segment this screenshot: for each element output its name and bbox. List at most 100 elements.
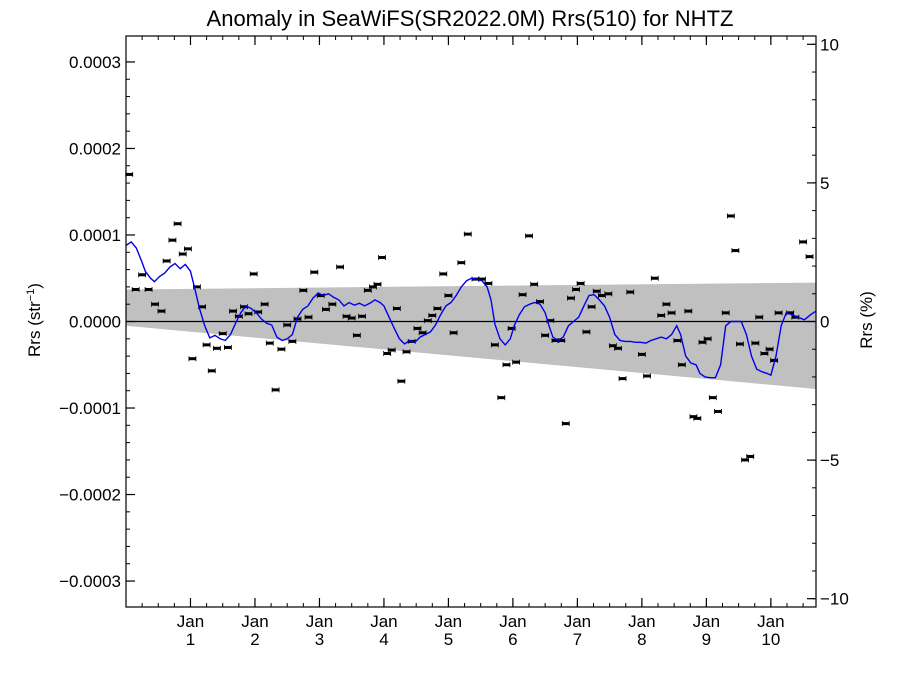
data-point [512, 359, 521, 365]
data-point [587, 304, 596, 310]
data-point [530, 281, 539, 287]
y-axis-right-label: Rrs (%) [857, 291, 876, 349]
y-axis-left-label-end: ) [25, 283, 44, 289]
data-point [428, 312, 437, 318]
band-polygon [126, 282, 816, 389]
x-tick-label-year: 3 [315, 630, 324, 649]
data-point [310, 269, 319, 275]
right-tick-label: 0 [820, 313, 829, 332]
data-point [387, 347, 396, 353]
data-point [650, 275, 659, 281]
data-point [755, 314, 764, 320]
data-point [213, 345, 221, 351]
left-tick-label: 0.0003 [69, 53, 121, 72]
data-point [770, 357, 778, 363]
chart-title: Anomaly in SeaWiFS(SR2022.0M) Rrs(510) f… [207, 6, 734, 31]
data-point [657, 312, 666, 318]
data-points [125, 171, 814, 463]
data-point [328, 301, 337, 307]
data-point [736, 341, 744, 347]
data-point [249, 271, 258, 277]
data-point [162, 258, 171, 264]
data-point [643, 373, 651, 379]
left-tick-label: 0.0000 [69, 313, 121, 332]
data-point [392, 306, 401, 312]
data-point [662, 301, 671, 307]
data-point [449, 330, 458, 336]
data-point [229, 308, 237, 314]
data-point [244, 311, 253, 317]
data-point [677, 362, 686, 368]
smoothed-series-line [125, 240, 817, 379]
data-point [604, 291, 613, 297]
x-tick-label-year: 7 [573, 630, 582, 649]
data-point [188, 356, 197, 362]
x-tick-label-month: Jan [499, 612, 526, 631]
data-point [614, 345, 622, 351]
left-tick-label: 0.0002 [69, 139, 121, 158]
data-point [741, 457, 749, 463]
x-tick-label-year: 9 [702, 630, 711, 649]
data-point [358, 313, 366, 319]
data-point [703, 336, 712, 342]
x-tick-label-year: 8 [637, 630, 646, 649]
x-tick-label-year: 6 [508, 630, 517, 649]
x-tick-label-month: Jan [693, 612, 720, 631]
data-point [184, 246, 192, 252]
data-point [525, 233, 533, 239]
data-point [497, 395, 506, 401]
data-point [592, 288, 601, 294]
data-point [805, 254, 814, 260]
data-point [698, 339, 707, 345]
data-point [618, 376, 627, 382]
data-point [131, 286, 140, 292]
x-tick-label-month: Jan [370, 612, 397, 631]
left-tick-label: −0.0001 [59, 399, 121, 418]
data-point [260, 301, 269, 307]
x-tick-label-year: 1 [186, 630, 195, 649]
y-axis-left-label-sup: −1 [25, 289, 37, 302]
data-point [363, 287, 372, 293]
data-point [572, 286, 581, 292]
data-point [383, 351, 392, 357]
data-point [667, 310, 676, 316]
data-point [673, 338, 682, 344]
data-point [151, 301, 159, 307]
data-point [626, 289, 635, 295]
data-point [378, 254, 386, 260]
data-point [490, 342, 499, 348]
data-point [299, 287, 308, 293]
data-point [277, 346, 286, 352]
data-point [402, 349, 411, 355]
data-point [352, 332, 361, 338]
x-tick-label-month: Jan [241, 612, 268, 631]
data-point [439, 271, 448, 277]
data-point [463, 231, 472, 237]
y-axis-left-label: Rrs (str−1) [25, 283, 44, 357]
data-point [760, 351, 769, 357]
data-point [218, 331, 227, 337]
x-tick-label-year: 5 [444, 630, 453, 649]
data-point [157, 308, 166, 314]
y-axis-left-label-base: Rrs (str [25, 301, 44, 357]
axes: 0.0003 0.0002 0.0001 0.0000 −0.0001 −0.0002 −0… [59, 35, 849, 649]
left-tick-label: −0.0003 [59, 572, 121, 591]
right-tick-label: 10 [820, 35, 839, 54]
data-point [576, 280, 585, 286]
data-point [637, 351, 646, 357]
data-point [288, 338, 297, 344]
data-point [413, 325, 422, 331]
data-point [444, 293, 453, 299]
data-point [507, 325, 516, 331]
right-tick-label: −10 [820, 590, 849, 609]
data-point [518, 292, 527, 298]
x-tick-label-month: Jan [628, 612, 655, 631]
data-point [751, 340, 760, 346]
data-point [746, 453, 755, 459]
left-tick-label: 0.0001 [69, 226, 121, 245]
data-point [397, 378, 406, 384]
data-point [202, 342, 211, 348]
left-tick-label: −0.0002 [59, 486, 121, 505]
data-point [502, 362, 511, 368]
x-tick-label-month: Jan [757, 612, 784, 631]
